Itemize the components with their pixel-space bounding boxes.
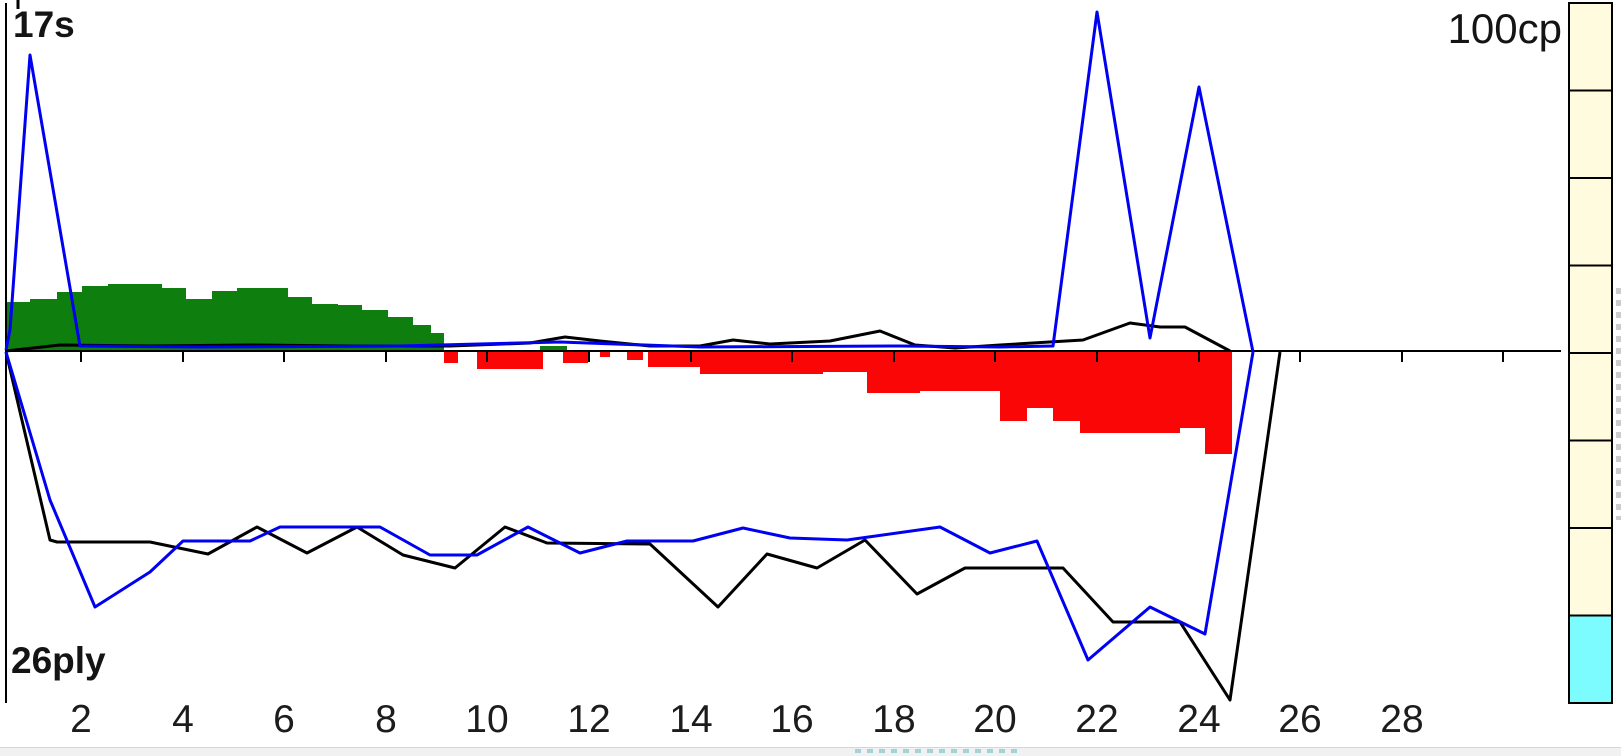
eval-bar-negative: [627, 352, 643, 360]
eval-scale-strip-segment: [1568, 527, 1613, 617]
eval-bar-positive: [82, 286, 108, 351]
x-tick-label-22: 22: [1075, 698, 1119, 741]
eval-bar-negative: [444, 352, 458, 363]
eval-bar-positive: [186, 299, 212, 351]
time-scale-label: 17s: [13, 4, 75, 45]
eval-bar-negative: [563, 352, 588, 363]
eval-bar-positive: [338, 305, 362, 351]
x-tick-label-24: 24: [1177, 698, 1221, 741]
eval-bar-positive: [540, 346, 567, 351]
x-tick-label-6: 6: [273, 698, 295, 741]
x-tick-label-10: 10: [465, 698, 509, 741]
eval-bar-negative: [600, 352, 610, 357]
eval-bar-negative: [1053, 352, 1080, 421]
eval-bar-positive: [162, 288, 186, 351]
eval-bar-negative: [1000, 352, 1027, 421]
eval-bar-positive: [312, 304, 338, 351]
eval-bar-positive: [30, 299, 57, 351]
eval-scale-strip-segment: [1568, 177, 1613, 267]
eval-bar-positive: [362, 310, 388, 351]
x-tick-label-12: 12: [567, 698, 611, 741]
eval-bar-positive: [212, 291, 237, 351]
eval-bar-negative: [1180, 352, 1205, 428]
eval-scale-strip-segment: [1568, 264, 1613, 354]
x-tick-label-26: 26: [1278, 698, 1322, 741]
eval-scale-strip-segment: [1568, 614, 1613, 704]
depth-scale-label: 26ply: [11, 640, 106, 681]
x-tick-label-28: 28: [1380, 698, 1424, 741]
eval-bar-negative: [477, 352, 543, 369]
x-tick-label-4: 4: [172, 698, 194, 741]
eval-bar-negative: [1205, 352, 1232, 454]
eval-scale-strip-segment: [1568, 439, 1613, 529]
eval-bar-positive: [288, 297, 312, 351]
eval-bar-positive: [431, 333, 444, 351]
window-artifact-bottom-dashes: [855, 749, 1020, 753]
black-depth-line: [4, 351, 1282, 702]
eval-scale-strip-segment: [1568, 89, 1613, 179]
window-artifact-right-dashes: [1616, 288, 1621, 520]
eval-scale-strip-segment: [1568, 2, 1613, 92]
eval-bar-positive: [108, 284, 162, 351]
x-tick-label-8: 8: [375, 698, 397, 741]
eval-bar-negative: [1027, 352, 1053, 408]
eval-scale-label: 100cp: [1447, 5, 1562, 52]
eval-scale-strip-segment: [1568, 352, 1613, 442]
x-tick-label-2: 2: [70, 698, 92, 741]
x-tick-label-20: 20: [973, 698, 1017, 741]
white-time-line: [4, 10, 1255, 353]
eval-bar-positive: [237, 288, 288, 351]
x-tick-label-16: 16: [770, 698, 814, 741]
black-time-line: [4, 351, 1255, 662]
eval-bar-negative: [1080, 352, 1180, 433]
eval-bar-negative: [648, 352, 700, 367]
eval-bar-negative: [700, 352, 823, 374]
eval-bar-negative: [920, 352, 1000, 391]
window-bottom-edge: [0, 747, 1621, 756]
x-tick-label-14: 14: [669, 698, 713, 741]
eval-bar-negative: [823, 352, 867, 372]
x-tick-label-18: 18: [872, 698, 916, 741]
